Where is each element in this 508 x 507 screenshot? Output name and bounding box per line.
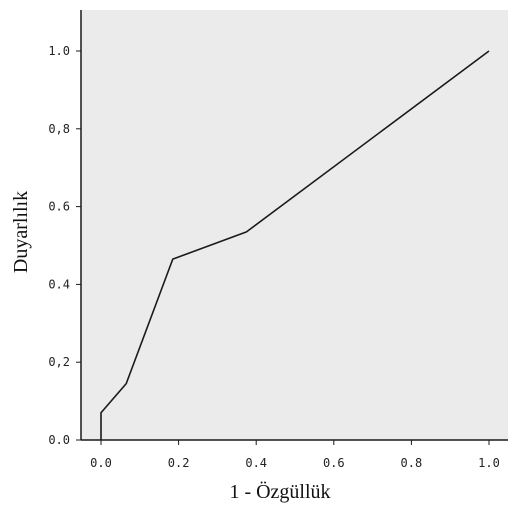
y-tick-label: 0.4 <box>48 277 70 291</box>
y-axis-title: Duyarlılık <box>10 191 32 273</box>
ticks-layer: 0.0 0.2 0.4 0.6 0.8 1.0 0.0 0,2 0.4 0.6 0,8 1.0 <box>48 44 500 470</box>
y-tick-label: 0.6 <box>48 200 70 214</box>
x-axis-title: 1 - Özgüllük <box>229 480 330 503</box>
y-tick-label: 0.0 <box>48 433 70 447</box>
x-tick-label: 0.4 <box>245 456 267 470</box>
y-tick-label: 0,8 <box>48 122 70 136</box>
series-layer <box>100 50 490 440</box>
roc-curve-line <box>100 50 490 440</box>
y-tick-label: 1.0 <box>48 44 70 58</box>
x-tick-label: 1.0 <box>478 456 500 470</box>
y-tick-label: 0,2 <box>48 355 70 369</box>
x-tick-label: 0.2 <box>168 456 190 470</box>
x-tick-label: 0.6 <box>323 456 345 470</box>
plot-area <box>81 10 508 440</box>
x-tick-label: 0.0 <box>90 456 112 470</box>
x-tick-label: 0.8 <box>401 456 423 470</box>
